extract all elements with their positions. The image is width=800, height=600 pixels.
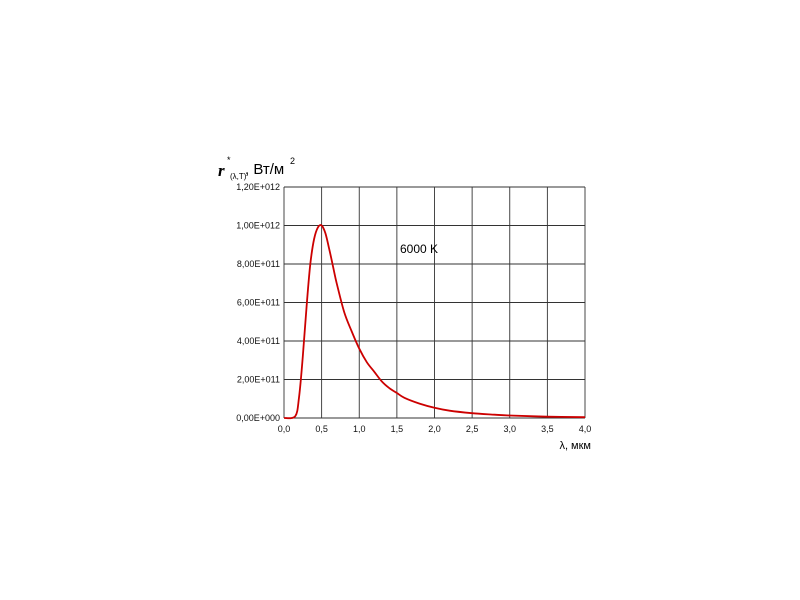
y-axis-label-subscript: (λ,T) <box>230 172 247 181</box>
y-tick-label: 1,00E+012 <box>236 221 280 231</box>
y-tick-labels: 0,00E+000 2,00E+011 4,00E+011 6,00E+011 8,00… <box>236 182 280 423</box>
y-axis-label-star: * <box>227 155 231 165</box>
x-tick-label: 0,0 <box>278 424 291 434</box>
chart-grid <box>283 186 586 419</box>
y-tick-label: 2,00E+011 <box>237 375 280 385</box>
y-tick-label: 1,20E+012 <box>236 182 280 192</box>
y-axis-label-symbol: r <box>218 161 225 180</box>
x-tick-label: 2,0 <box>428 424 441 434</box>
x-tick-label: 3,0 <box>503 424 516 434</box>
x-tick-label: 3,5 <box>541 424 554 434</box>
y-axis-label-unit-power: 2 <box>290 156 295 166</box>
y-tick-label: 4,00E+011 <box>237 336 280 346</box>
x-tick-label: 2,5 <box>466 424 479 434</box>
y-tick-label: 6,00E+011 <box>237 298 280 308</box>
series-line <box>283 224 586 420</box>
y-axis-label-unit: , Вт/м <box>245 161 284 178</box>
y-tick-label: 8,00E+011 <box>237 259 280 269</box>
x-tick-label: 1,5 <box>391 424 404 434</box>
y-tick-label: 0,00E+000 <box>236 413 280 423</box>
x-tick-label: 1,0 <box>353 424 366 434</box>
x-axis-label: λ, мкм <box>559 440 591 452</box>
x-tick-label: 4,0 <box>579 424 592 434</box>
x-tick-label: 0,5 <box>315 424 328 434</box>
x-tick-labels: 0,0 0,5 1,0 1,5 2,0 2,5 3,0 3,5 4,0 <box>278 424 592 434</box>
temperature-annotation: 6000 K <box>400 242 438 256</box>
